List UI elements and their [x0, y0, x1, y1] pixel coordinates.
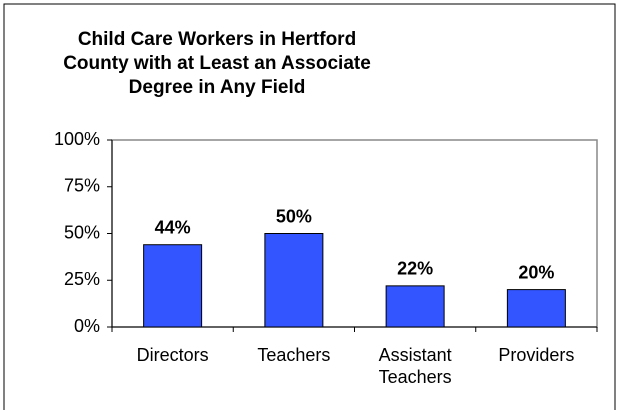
- bar: [143, 244, 203, 328]
- value-label: 44%: [155, 217, 191, 237]
- y-tick-label: 50%: [64, 222, 100, 242]
- bar: [506, 289, 566, 328]
- x-tick-label: Assistant Teachers: [378, 345, 452, 387]
- bar: [264, 233, 324, 328]
- y-tick-label: 100%: [54, 129, 100, 149]
- bar: [385, 285, 445, 328]
- chart-border: [3, 3, 616, 410]
- x-tick-label: Directors: [136, 345, 209, 365]
- value-label: 50%: [276, 206, 312, 226]
- chart-title: Child Care Workers in Hertford County wi…: [63, 29, 371, 98]
- value-label: 22%: [397, 259, 433, 279]
- y-tick-label: 0%: [74, 316, 100, 336]
- x-tick-label: Providers: [498, 345, 575, 365]
- y-tick-label: 25%: [64, 269, 100, 289]
- x-tick-label: Teachers: [257, 345, 331, 365]
- value-label: 20%: [518, 262, 554, 282]
- y-tick-label: 75%: [64, 176, 100, 196]
